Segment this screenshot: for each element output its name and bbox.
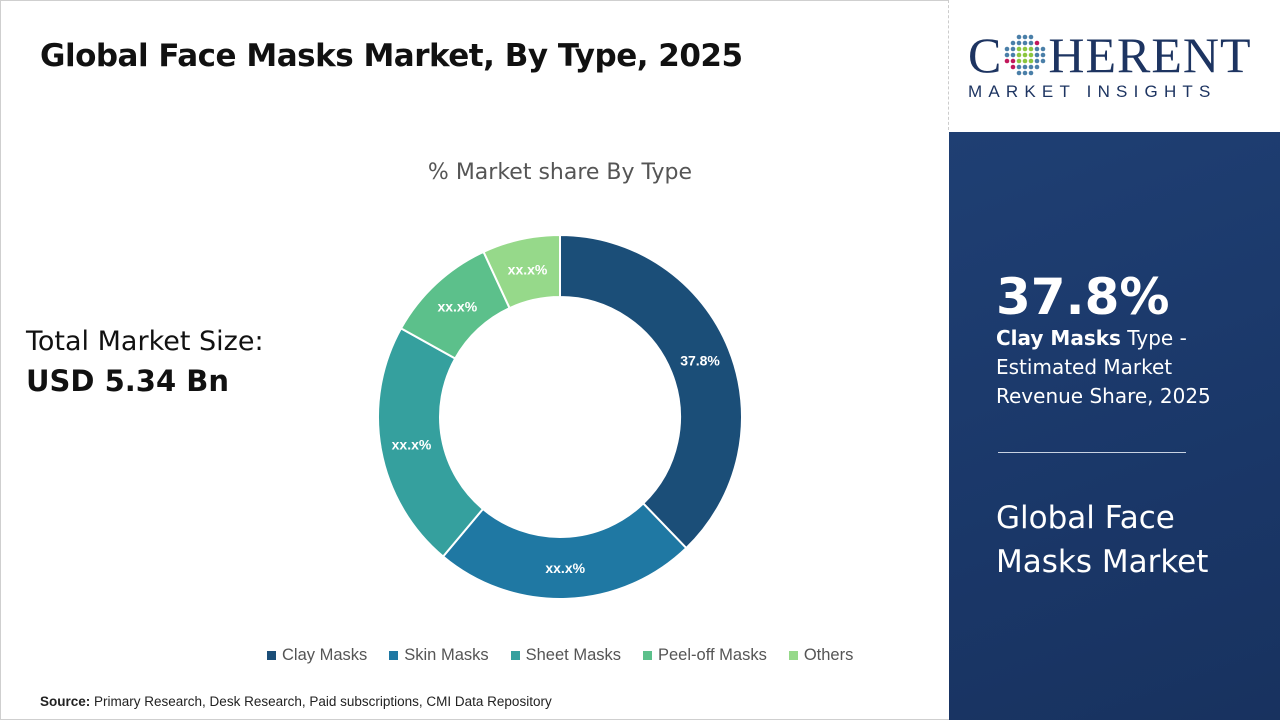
globe-dot (1011, 52, 1016, 58)
legend-swatch (510, 651, 520, 660)
legend-label: Skin Masks (404, 646, 489, 664)
legend-label: Sheet Masks (525, 646, 621, 664)
donut-chart: 37.8% xx.x% xx.x% xx.x% xx.x% (377, 233, 743, 600)
globe-dot (1035, 46, 1040, 52)
globe-dot (1029, 52, 1034, 58)
legend-label: Clay Masks (282, 646, 368, 664)
globe-dot (1011, 46, 1016, 52)
globe-dot (1017, 52, 1022, 58)
total-market-value: USD 5.34 Bn (26, 364, 229, 398)
globe-dot (1023, 64, 1028, 70)
globe-dots-icon (1005, 34, 1046, 76)
legend-item: Others (788, 646, 854, 665)
globe-dot (1041, 46, 1046, 52)
globe-dot (1011, 58, 1016, 64)
globe-dot (1017, 58, 1022, 64)
globe-dot (1017, 34, 1022, 40)
globe-dot (1035, 64, 1040, 70)
legend-item: Clay Masks (267, 646, 367, 665)
globe-dot (1041, 52, 1046, 58)
legend-item: Peel-off Masks (643, 646, 767, 665)
divider (948, 0, 949, 130)
highlight-segment: Clay Masks (996, 326, 1121, 350)
globe-dot (1029, 70, 1034, 76)
source-label: Source: (40, 694, 91, 709)
logo-tagline: MARKET INSIGHTS (968, 82, 1217, 101)
globe-dot (1029, 40, 1034, 46)
source-note: Source: Primary Research, Desk Research,… (40, 694, 552, 709)
data-label: xx.x% (545, 560, 585, 576)
logo: C HERENT MARKET INSIGHTS (968, 30, 1268, 102)
globe-dot (1023, 40, 1028, 46)
slice-clay-masks (559, 233, 743, 550)
globe-dot (1005, 58, 1010, 64)
globe-dot (1005, 52, 1010, 58)
globe-dot (1011, 40, 1016, 46)
globe-dot (1029, 34, 1034, 40)
globe-dot (1023, 34, 1028, 40)
globe-dot (1023, 46, 1028, 52)
highlight-panel: 37.8% Clay Masks Type - Estimated Market… (949, 132, 1280, 720)
highlight-desc-text: Type - Estimated Market Revenue Share, 2… (996, 326, 1211, 408)
page-title: Global Face Masks Market, By Type, 2025 (40, 38, 743, 74)
data-label: xx.x% (392, 436, 432, 452)
data-label: xx.x% (508, 262, 548, 278)
panel-divider (998, 452, 1186, 453)
data-label: 37.8% (680, 353, 720, 369)
globe-dot (1023, 70, 1028, 76)
legend-item: Skin Masks (389, 646, 489, 665)
legend-label: Peel-off Masks (658, 646, 767, 664)
globe-dot (1035, 58, 1040, 64)
chart-legend: Clay Masks Skin Masks Sheet Masks Peel-off … (267, 646, 853, 665)
globe-dot (1011, 64, 1016, 70)
globe-dot (1035, 52, 1040, 58)
legend-swatch (389, 651, 399, 660)
total-market-label: Total Market Size: (26, 326, 264, 357)
globe-dot (1023, 58, 1028, 64)
globe-dot (1029, 58, 1034, 64)
legend-item: Sheet Masks (510, 646, 621, 665)
data-label: xx.x% (437, 298, 477, 314)
highlight-description: Clay Masks Type - Estimated Market Reven… (996, 324, 1256, 411)
globe-dot (1017, 46, 1022, 52)
legend-swatch (267, 651, 276, 660)
slice-skin-masks (441, 502, 688, 600)
legend-swatch (643, 651, 652, 660)
slice-others (482, 233, 561, 310)
globe-dot (1029, 46, 1034, 52)
globe-dot (1035, 40, 1040, 46)
panel-market-name: Global Face Masks Market (996, 500, 1209, 580)
source-text: Primary Research, Desk Research, Paid su… (94, 694, 552, 709)
logo-wordmark: C HERENT (968, 27, 1252, 83)
globe-dot (1017, 70, 1022, 76)
globe-dot (1017, 64, 1022, 70)
chart-title: % Market share By Type (427, 160, 693, 185)
globe-dot (1023, 52, 1028, 58)
legend-label: Others (803, 646, 854, 664)
globe-dot (1029, 64, 1034, 70)
globe-dot (1041, 58, 1046, 64)
globe-dot (1005, 46, 1010, 52)
legend-swatch (788, 651, 798, 660)
highlight-value: 37.8% (996, 268, 1170, 326)
globe-dot (1017, 40, 1022, 46)
